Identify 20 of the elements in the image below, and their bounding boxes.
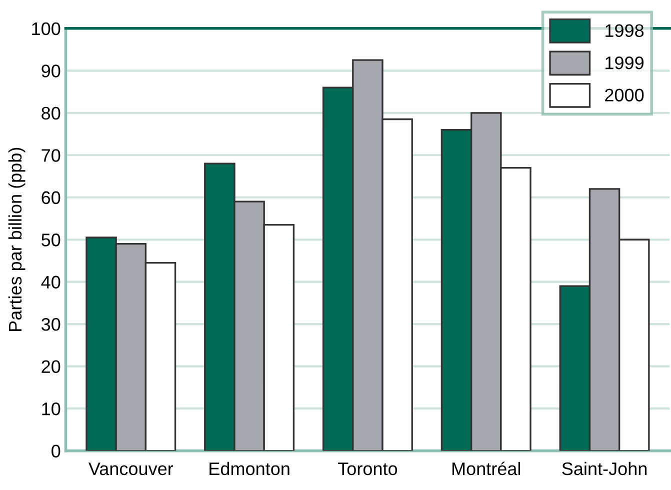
x-tick-label: Vancouver (88, 462, 174, 476)
legend-label: 2000 (605, 88, 644, 102)
legend-label: 1998 (606, 24, 644, 38)
y-tick-label: 60 (42, 191, 60, 204)
y-tick-label: 0 (52, 444, 60, 458)
y-tick-label: 80 (42, 106, 60, 120)
y-tick-label: 40 (41, 276, 60, 289)
y-tick-label: 10 (42, 402, 60, 416)
y-axis-title: Parties par billion (ppb) (8, 148, 26, 331)
y-tick-label: 100 (32, 22, 60, 36)
x-tick-label: Montréal (452, 462, 520, 476)
x-tick-label: Edmonton (210, 462, 290, 476)
x-tick-label: Toronto (338, 462, 398, 476)
y-tick-label: 50 (42, 234, 60, 246)
legend-label: 1999 (606, 56, 644, 70)
x-tick-label: Saint-John (562, 462, 647, 476)
y-tick-label: 30 (42, 318, 60, 331)
y-tick-label: 20 (42, 360, 60, 374)
y-tick-label: 70 (42, 149, 60, 162)
y-tick-label: 90 (42, 64, 60, 78)
